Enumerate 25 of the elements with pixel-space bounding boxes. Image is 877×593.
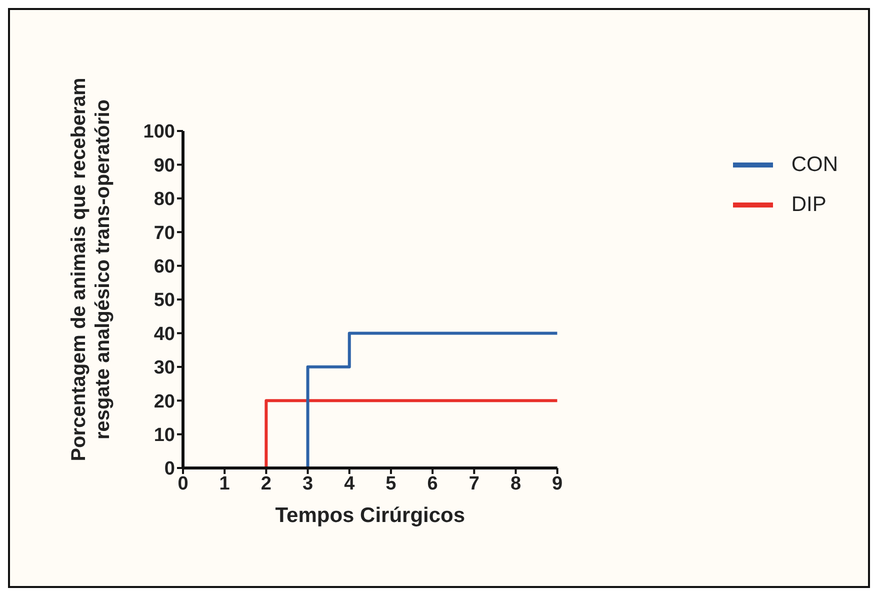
x-tick-label: 6 [427, 473, 438, 494]
x-axis-title: Tempos Cirúrgicos [275, 504, 466, 527]
x-tick-label: 1 [219, 473, 230, 494]
y-axis-title: Porcentagem de animais que receberam resgate analgésico trans-operatório [68, 78, 114, 462]
y-tick-label: 10 [154, 425, 175, 446]
y-tick-label: 50 [154, 290, 175, 312]
legend-label: CON [791, 152, 838, 176]
x-tick-label: 9 [552, 473, 563, 494]
y-tick-label: 90 [154, 155, 175, 176]
y-tick-label: 60 [154, 256, 175, 278]
x-tick-label: 3 [302, 473, 314, 494]
x-tick-label: 7 [468, 473, 480, 494]
x-tick-label: 8 [510, 473, 522, 494]
y-tick-label: 70 [154, 222, 175, 244]
legend-label: DIP [791, 192, 826, 216]
x-tick-label: 5 [386, 473, 397, 494]
y-tick-label: 30 [154, 358, 175, 379]
x-tick-label: 2 [260, 473, 272, 494]
y-tick-label: 80 [154, 189, 175, 210]
y-tick-label: 40 [154, 324, 175, 345]
y-tick-label: 20 [154, 391, 175, 412]
x-tick-label: 4 [344, 473, 356, 494]
y-tick-label: 0 [164, 458, 175, 480]
y-tick-label: 100 [143, 122, 175, 143]
x-tick-label: 0 [178, 473, 188, 494]
